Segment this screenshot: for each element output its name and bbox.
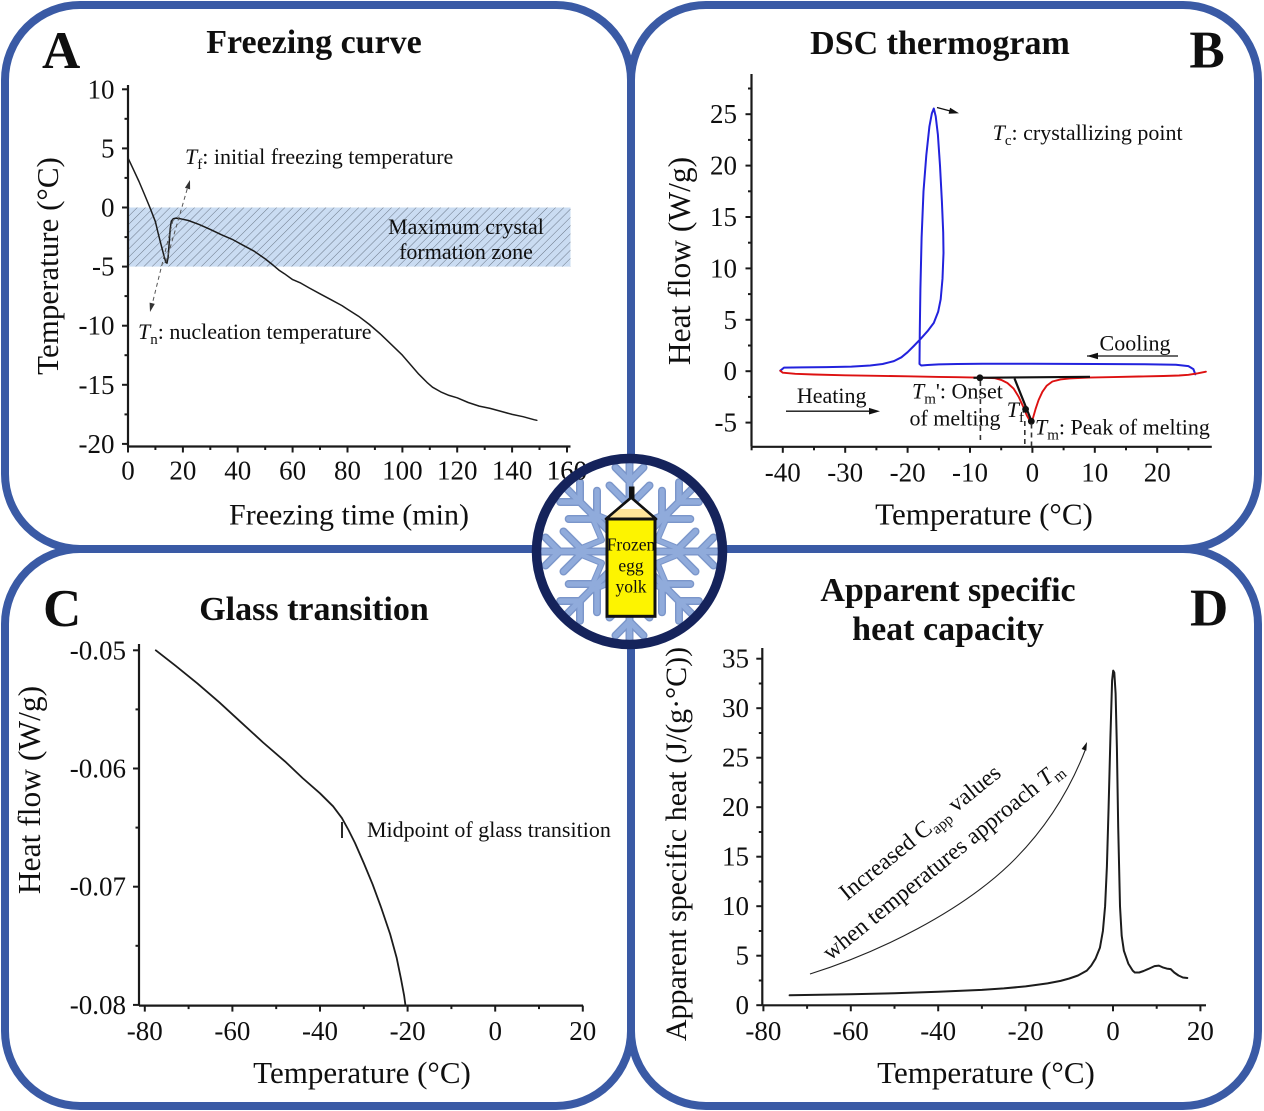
svg-text:10: 10 xyxy=(710,253,737,283)
svg-text:Apparent specific: Apparent specific xyxy=(820,572,1075,609)
svg-text:-80: -80 xyxy=(127,1016,163,1046)
svg-text:80: 80 xyxy=(334,456,361,486)
svg-text:-10: -10 xyxy=(952,458,988,488)
svg-text:-0.08: -0.08 xyxy=(70,990,126,1020)
svg-text:-10: -10 xyxy=(79,311,115,341)
svg-text:-20: -20 xyxy=(1008,1016,1044,1046)
svg-text:-0.06: -0.06 xyxy=(70,754,126,784)
svg-text:35: 35 xyxy=(722,644,749,674)
svg-text:-30: -30 xyxy=(827,458,863,488)
svg-text:Temperature (°C): Temperature (°C) xyxy=(253,1055,471,1090)
svg-text:-15: -15 xyxy=(79,370,115,400)
svg-text:Tc: crystallizing point: Tc: crystallizing point xyxy=(993,120,1183,149)
svg-text:Tf: Tf xyxy=(1007,397,1024,426)
svg-text:Glass transition: Glass transition xyxy=(199,591,429,628)
svg-text:yolk: yolk xyxy=(615,577,646,597)
svg-text:-60: -60 xyxy=(833,1016,869,1046)
svg-text:0: 0 xyxy=(724,356,738,386)
svg-text:Frozen: Frozen xyxy=(607,535,656,555)
svg-text:0: 0 xyxy=(121,456,135,486)
svg-text:20: 20 xyxy=(569,1016,596,1046)
svg-text:-40: -40 xyxy=(302,1016,338,1046)
svg-text:10: 10 xyxy=(88,74,115,104)
svg-text:Heat flow (W/g): Heat flow (W/g) xyxy=(662,157,697,365)
svg-text:Temperature (°C): Temperature (°C) xyxy=(875,497,1093,532)
svg-text:0: 0 xyxy=(488,1016,502,1046)
svg-text:0: 0 xyxy=(101,193,115,223)
svg-text:-40: -40 xyxy=(920,1016,956,1046)
svg-text:5: 5 xyxy=(101,133,115,163)
svg-text:B: B xyxy=(1189,22,1224,80)
svg-text:D: D xyxy=(1190,580,1228,638)
svg-text:20: 20 xyxy=(1187,1016,1214,1046)
svg-text:Temperature (°C): Temperature (°C) xyxy=(30,157,65,375)
svg-text:Maximum crystal: Maximum crystal xyxy=(388,214,544,239)
svg-text:0: 0 xyxy=(1026,458,1040,488)
svg-text:30: 30 xyxy=(722,693,749,723)
svg-text:20: 20 xyxy=(1144,458,1171,488)
svg-text:A: A xyxy=(42,22,80,80)
svg-text:Freezing time (min): Freezing time (min) xyxy=(229,499,469,532)
svg-text:140: 140 xyxy=(492,456,533,486)
svg-text:-20: -20 xyxy=(890,458,926,488)
svg-text:Temperature (°C): Temperature (°C) xyxy=(877,1055,1095,1090)
svg-text:Tn: nucleation temperature: Tn: nucleation temperature xyxy=(138,319,372,348)
svg-text:100: 100 xyxy=(382,456,423,486)
svg-text:-40: -40 xyxy=(765,458,801,488)
svg-text:20: 20 xyxy=(169,456,196,486)
svg-text:-5: -5 xyxy=(715,408,738,438)
svg-text:5: 5 xyxy=(736,941,750,971)
svg-text:Tm: Peak of melting: Tm: Peak of melting xyxy=(1035,415,1210,444)
svg-text:-0.07: -0.07 xyxy=(70,872,126,902)
svg-text:-80: -80 xyxy=(745,1016,781,1046)
svg-text:10: 10 xyxy=(1081,458,1108,488)
svg-text:-5: -5 xyxy=(92,252,115,282)
svg-text:Heating: Heating xyxy=(797,383,867,408)
svg-text:20: 20 xyxy=(722,792,749,822)
svg-text:0: 0 xyxy=(1106,1016,1120,1046)
svg-text:25: 25 xyxy=(710,99,737,129)
svg-text:Apparent specific heat (J/(g·°: Apparent specific heat (J/(g·°C)) xyxy=(660,647,693,1041)
svg-text:40: 40 xyxy=(224,456,251,486)
svg-text:25: 25 xyxy=(722,743,749,773)
svg-text:Midpoint of glass transition: Midpoint of glass transition xyxy=(367,817,611,842)
svg-text:15: 15 xyxy=(722,842,749,872)
svg-text:Heat flow (W/g): Heat flow (W/g) xyxy=(12,686,47,894)
svg-text:0: 0 xyxy=(736,990,750,1020)
svg-text:20: 20 xyxy=(710,151,737,181)
svg-text:Freezing curve: Freezing curve xyxy=(206,24,422,61)
svg-text:egg: egg xyxy=(618,556,644,576)
svg-text:formation zone: formation zone xyxy=(399,239,533,264)
svg-text:-0.05: -0.05 xyxy=(70,635,126,665)
svg-text:60: 60 xyxy=(279,456,306,486)
svg-text:-20: -20 xyxy=(79,429,115,459)
svg-text:DSC thermogram: DSC thermogram xyxy=(810,25,1070,62)
svg-text:10: 10 xyxy=(722,891,749,921)
svg-text:-20: -20 xyxy=(390,1016,426,1046)
svg-text:120: 120 xyxy=(437,456,478,486)
svg-text:15: 15 xyxy=(710,202,737,232)
svg-text:Cooling: Cooling xyxy=(1100,331,1171,356)
svg-text:5: 5 xyxy=(724,305,738,335)
svg-text:Tm': Onset: Tm': Onset xyxy=(912,379,1003,408)
svg-text:of melting: of melting xyxy=(909,406,1000,431)
svg-text:C: C xyxy=(43,580,81,638)
svg-text:Tf: initial freezing temperatu: Tf: initial freezing temperature xyxy=(185,144,453,173)
svg-text:-60: -60 xyxy=(214,1016,250,1046)
svg-text:heat capacity: heat capacity xyxy=(852,611,1044,648)
